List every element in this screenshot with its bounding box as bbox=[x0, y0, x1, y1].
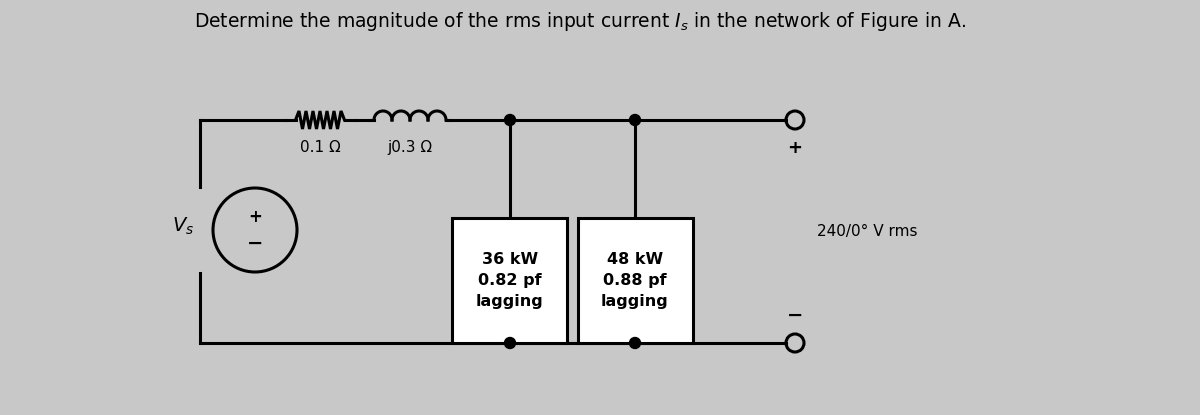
Text: 48 kW
0.88 pf
lagging: 48 kW 0.88 pf lagging bbox=[601, 252, 668, 309]
Text: 240/0° V rms: 240/0° V rms bbox=[817, 224, 918, 239]
Text: −: − bbox=[247, 234, 263, 252]
Circle shape bbox=[630, 337, 641, 349]
Bar bbox=[452, 218, 568, 343]
Circle shape bbox=[504, 337, 516, 349]
Text: +: + bbox=[248, 208, 262, 226]
Text: −: − bbox=[787, 305, 803, 325]
Circle shape bbox=[504, 115, 516, 125]
Text: j0.3 Ω: j0.3 Ω bbox=[388, 140, 432, 155]
Text: 36 kW
0.82 pf
lagging: 36 kW 0.82 pf lagging bbox=[476, 252, 544, 309]
Text: +: + bbox=[787, 139, 803, 157]
Text: 0.1 Ω: 0.1 Ω bbox=[300, 140, 341, 155]
Text: $V_s$: $V_s$ bbox=[172, 215, 194, 237]
Bar bbox=[577, 218, 692, 343]
Circle shape bbox=[630, 115, 641, 125]
Text: Determine the magnitude of the rms input current $I_s$ in the network of Figure : Determine the magnitude of the rms input… bbox=[194, 10, 966, 33]
